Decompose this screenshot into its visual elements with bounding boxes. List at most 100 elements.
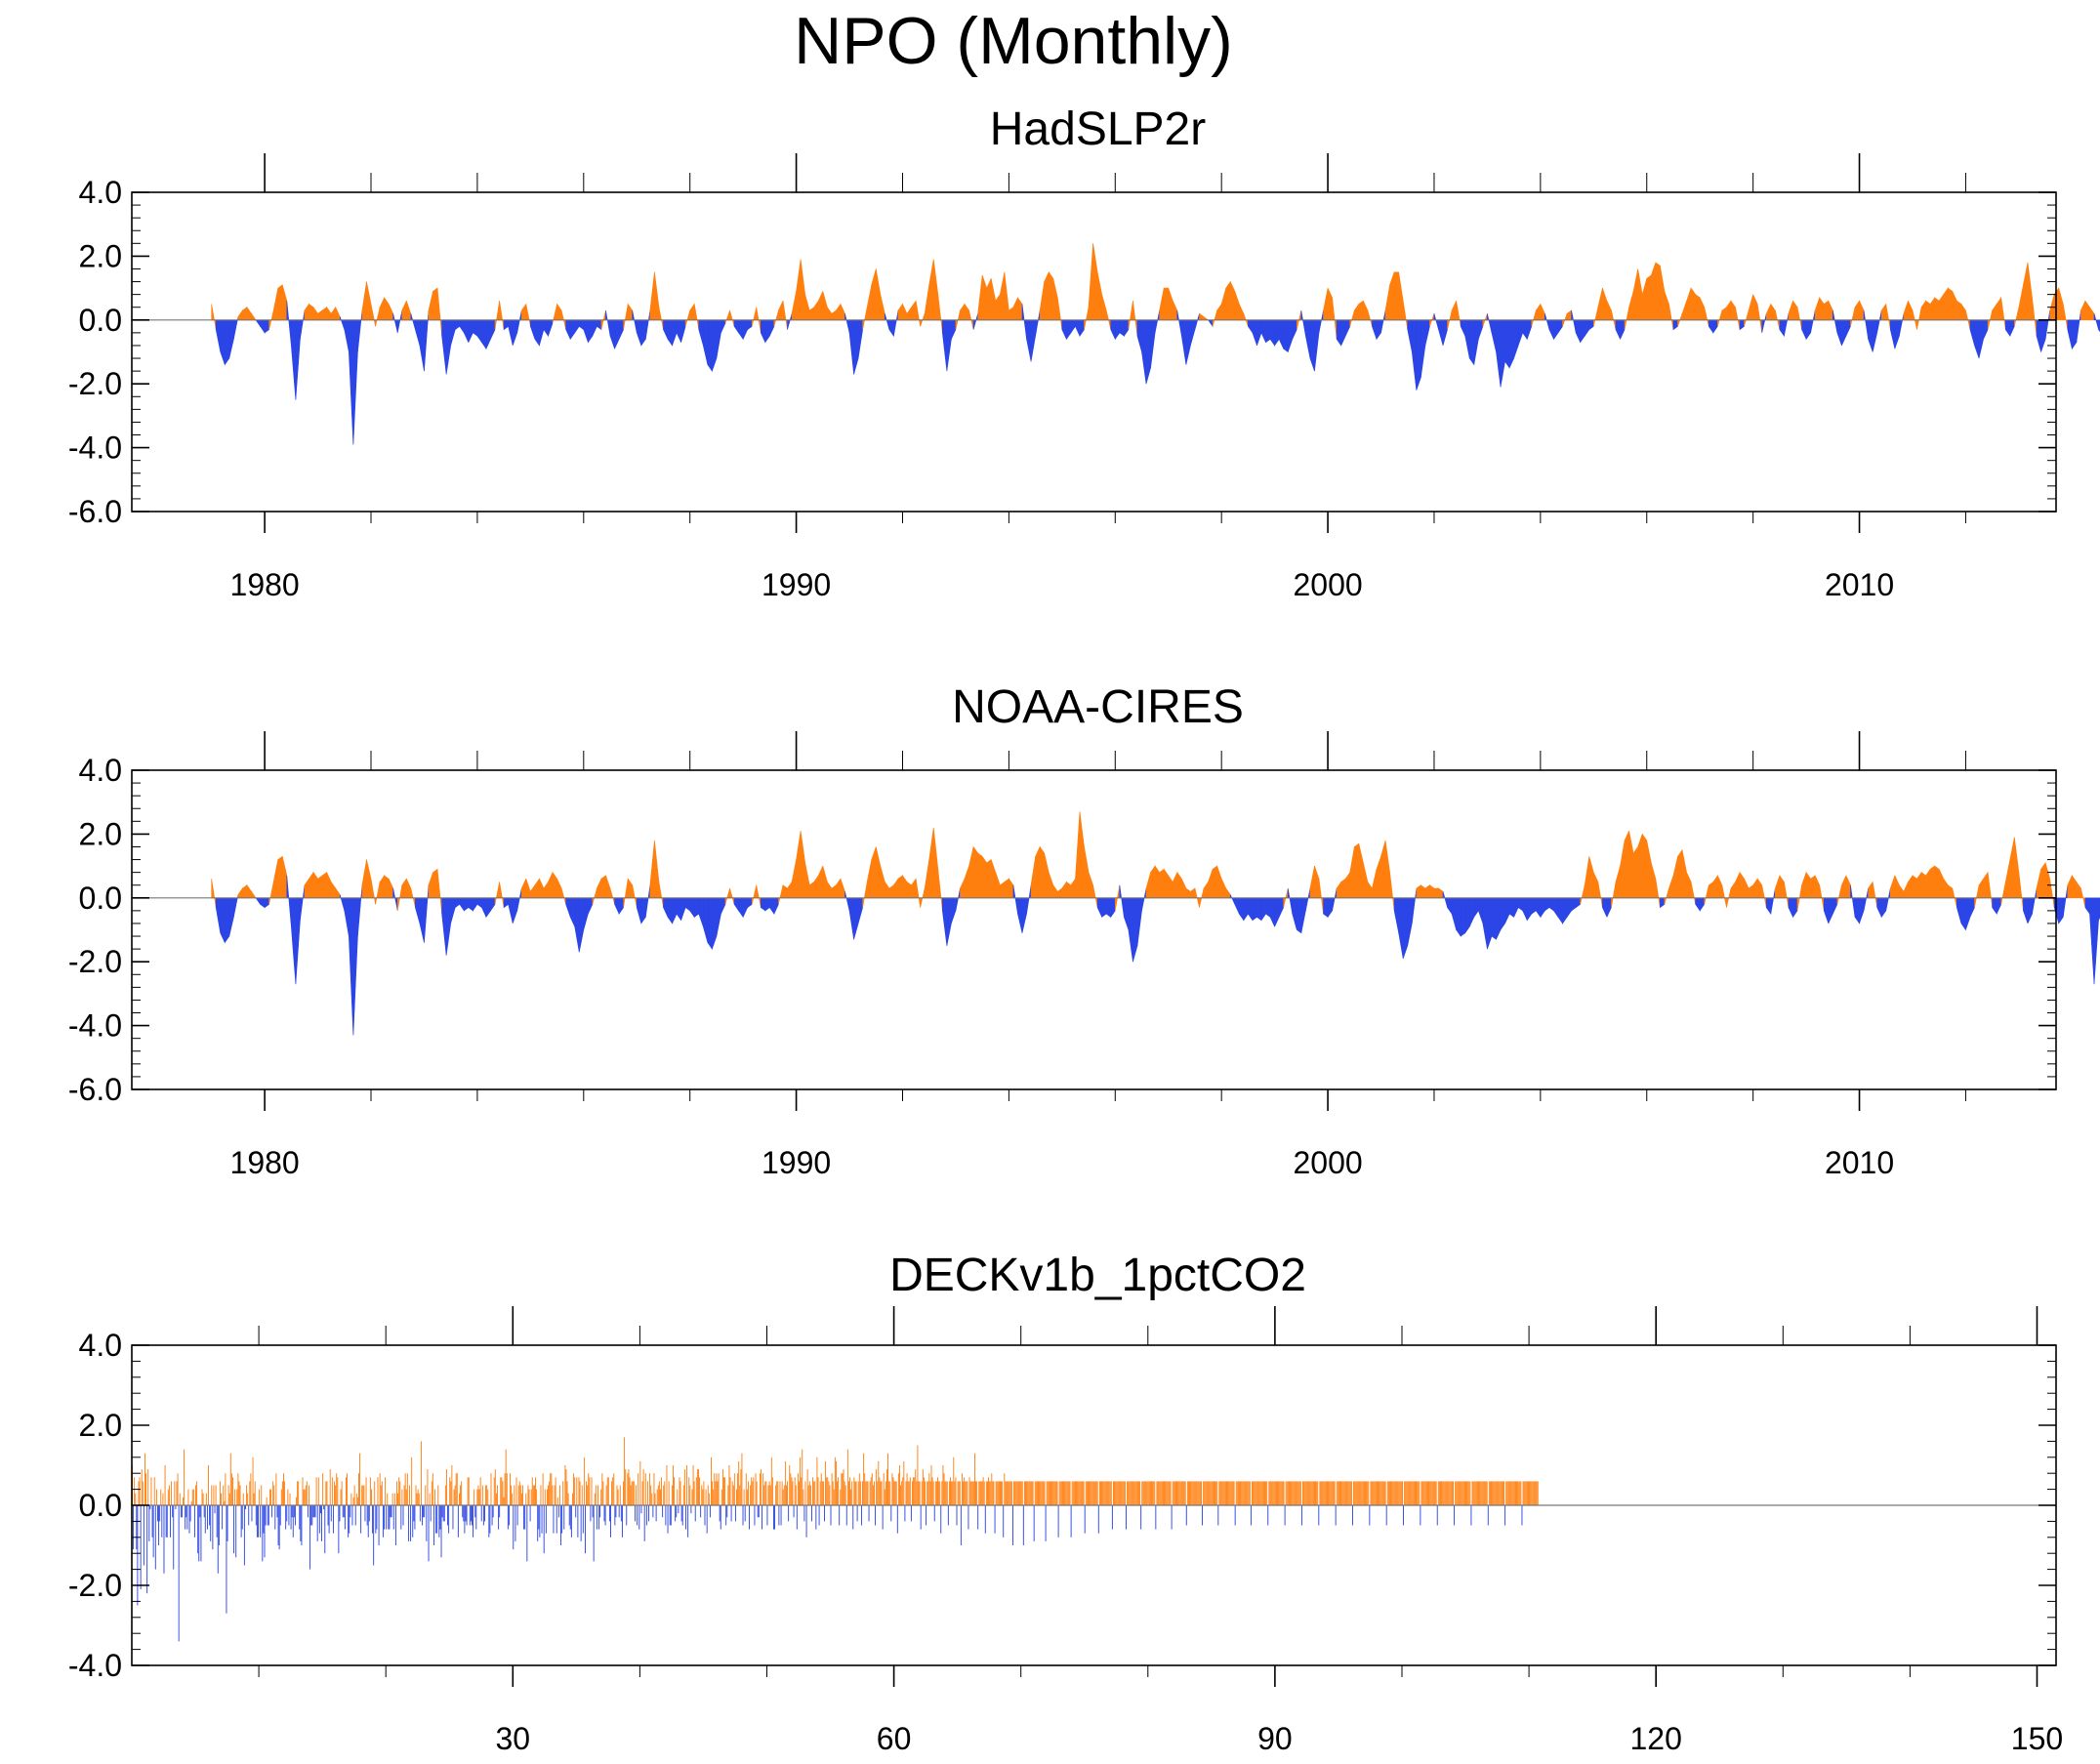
data-bar [853,1477,855,1505]
data-bar [532,1485,534,1505]
data-bar [166,1505,168,1538]
data-bar [1204,1481,1206,1505]
area-segment [1314,866,1320,899]
data-bar [902,1477,904,1505]
data-bar [337,1477,339,1505]
area-segment [1438,319,1444,347]
area-segment [441,319,447,375]
data-bar [577,1505,579,1538]
data-bar [454,1485,456,1505]
data-bar [1345,1481,1347,1505]
data-bar [426,1505,428,1541]
data-bar [1355,1481,1357,1505]
data-bar [1101,1481,1103,1505]
data-bar [1220,1481,1222,1505]
data-bar [195,1485,196,1505]
data-bar [474,1505,476,1518]
area-segment [291,897,297,985]
area-segment [1681,849,1687,899]
area-segment [1012,884,1018,915]
data-bar [160,1489,162,1505]
data-bar [1027,1481,1029,1505]
area-segment [344,319,350,352]
area-segment [1248,319,1254,334]
data-bar [409,1485,410,1505]
data-bar [347,1473,348,1505]
data-bar [1145,1481,1147,1505]
data-bar [560,1505,561,1545]
area-segment [543,881,549,899]
data-bar [1340,1481,1342,1505]
data-bar [472,1505,473,1526]
area-segment [476,897,482,909]
area-segment [384,296,390,321]
data-bar [1237,1481,1239,1505]
data-bar [1341,1481,1343,1505]
data-bar [889,1481,891,1505]
area-segment [782,884,788,899]
area-segment [1398,897,1404,959]
area-segment [955,887,961,911]
area-segment [1460,897,1466,937]
data-bar [444,1485,446,1505]
data-bar [846,1449,848,1505]
area-segment [349,897,354,1036]
data-bar [1457,1481,1459,1505]
data-bar [637,1505,638,1526]
area-segment [1269,897,1275,927]
area-segment [1411,887,1418,923]
data-bar [1234,1505,1236,1526]
data-bar [1475,1481,1477,1505]
area-segment [1721,884,1727,908]
area-segment [618,319,624,340]
data-bar [639,1460,641,1505]
data-bar [1029,1481,1031,1505]
data-bar [154,1505,156,1570]
data-bar [294,1505,296,1526]
area-segment [1646,274,1652,321]
area-segment [1526,319,1533,340]
area-segment [1650,862,1657,899]
data-bar [1215,1481,1217,1505]
data-bar [1503,1481,1504,1505]
data-bar [1507,1481,1509,1505]
area-segment [539,319,545,347]
data-bar [439,1505,441,1530]
data-bar [511,1485,513,1505]
data-bar [228,1493,230,1505]
data-bar [350,1493,352,1505]
area-segment [1190,887,1196,899]
data-bar [1232,1481,1234,1505]
data-bar [1274,1481,1276,1505]
area-segment [627,303,634,321]
area-segment [986,858,992,899]
area-segment [485,897,491,919]
area-segment [237,887,243,899]
data-bar [617,1489,619,1505]
data-bar [427,1469,429,1505]
data-bar [961,1473,963,1505]
data-bar [665,1505,667,1526]
area-segment [366,859,372,899]
area-segment [464,897,470,912]
data-bar [1235,1481,1237,1505]
data-bar [147,1469,149,1505]
area-segment [1199,312,1205,321]
area-segment [1380,840,1386,899]
data-bar [1332,1481,1334,1505]
data-bar [432,1505,434,1545]
data-bar [1533,1481,1535,1505]
data-bar [891,1473,893,1505]
data-bar [708,1493,710,1505]
x-tick-label: 2000 [1293,567,1362,602]
data-bar [644,1473,646,1505]
x-tick-label: 2010 [1825,567,1894,602]
data-bar [901,1481,903,1505]
data-bar [562,1481,564,1505]
data-bar [1471,1481,1473,1505]
data-bar [841,1473,843,1505]
data-bar [325,1481,327,1505]
data-bar [737,1473,739,1505]
data-bar [1222,1481,1224,1505]
data-bar [248,1505,250,1526]
